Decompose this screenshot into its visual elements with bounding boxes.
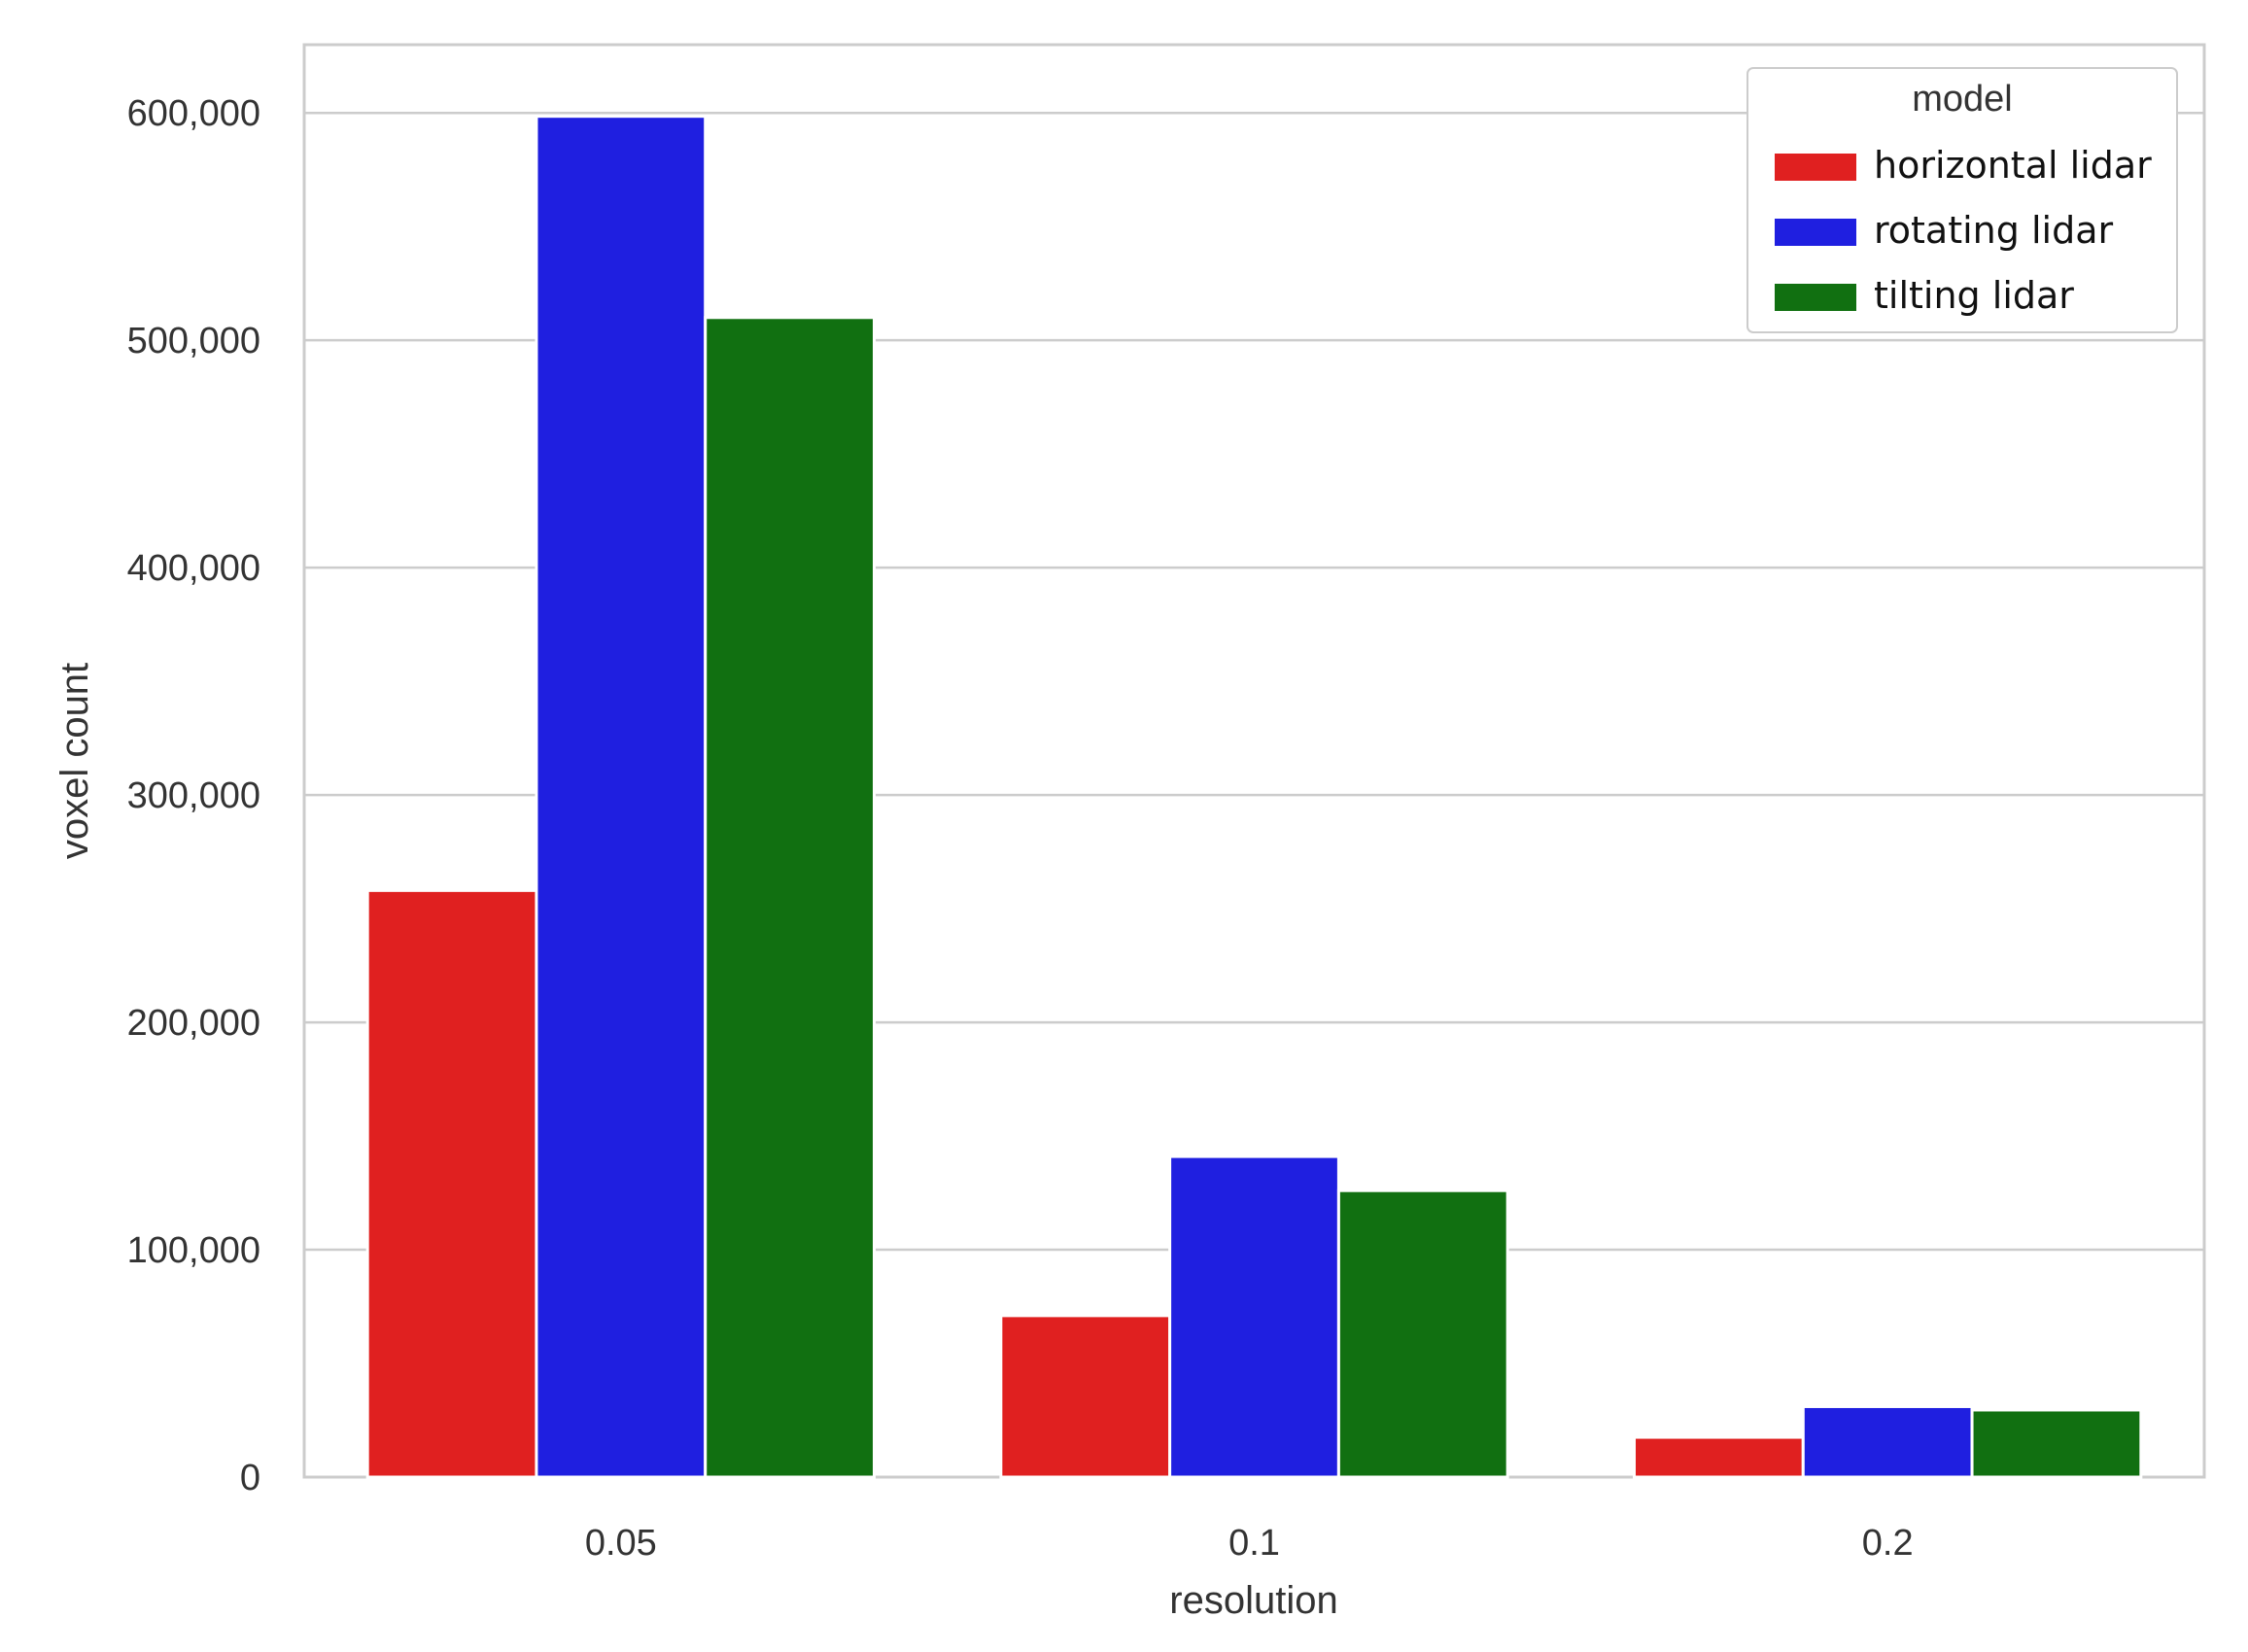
y-tick-label: 500,000 [127,321,260,361]
bar-rotating-lidar-0.2 [1801,1404,1974,1479]
legend-label: rotating lidar [1874,209,2113,252]
y-tick-label: 200,000 [127,1003,260,1044]
bar-horizontal-lidar-0.2 [1633,1435,1805,1479]
legend-swatch [1775,154,1856,181]
legend-title: model [1912,79,2013,120]
bar-horizontal-lidar-0.05 [365,888,538,1479]
bar-rotating-lidar-0.1 [1168,1154,1340,1479]
bar-rotating-lidar-0.05 [535,115,708,1479]
x-tick-label: 0.1 [1228,1523,1280,1564]
bar-tilting-lidar-0.05 [704,316,876,1479]
bar-horizontal-lidar-0.1 [999,1314,1172,1479]
legend-items: horizontal lidar rotating lidar tilting li… [1775,144,2152,317]
y-tick-label: 0 [240,1458,260,1498]
bar-tilting-lidar-0.2 [1970,1408,2143,1479]
y-tick-label: 300,000 [127,775,260,816]
x-tick-label: 0.2 [1862,1523,1914,1564]
y-tick-label: 400,000 [127,548,260,589]
legend: model horizontal lidar rotating lidar tilt… [1747,67,2178,333]
bars [365,115,2143,1479]
y-tick-label: 100,000 [127,1230,260,1271]
bar-tilting-lidar-0.1 [1336,1188,1509,1479]
y-tick-labels: 0 100,000 200,000 300,000 400,000 500,000 600,… [127,93,260,1498]
y-axis-title: voxel count [53,663,96,859]
legend-label: horizontal lidar [1874,144,2152,187]
y-tick-label: 600,000 [127,93,260,134]
legend-label: tilting lidar [1874,274,2074,317]
legend-swatch [1775,284,1856,311]
x-axis-title: resolution [1169,1579,1337,1622]
legend-swatch [1775,219,1856,246]
legend-box [1747,67,2178,333]
x-tick-labels: 0.05 0.1 0.2 [585,1523,1914,1564]
x-tick-label: 0.05 [585,1523,657,1564]
